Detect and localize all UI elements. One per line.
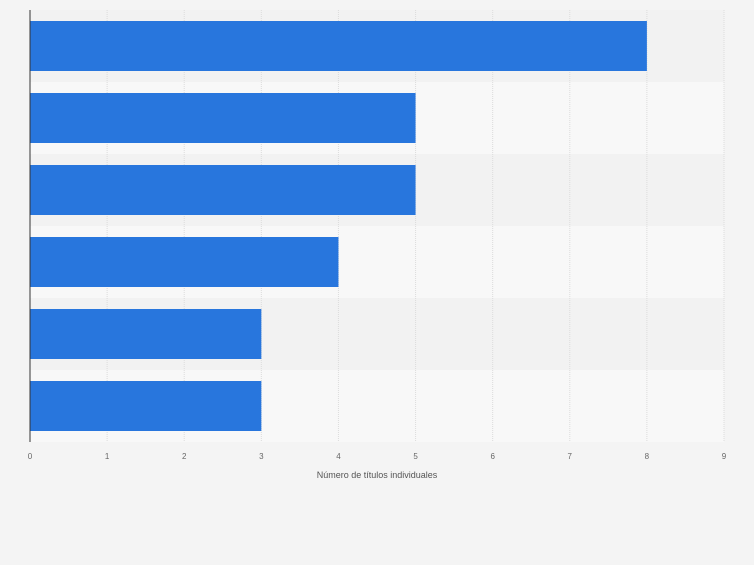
x-axis-title: Número de títulos individuales xyxy=(317,470,438,480)
x-tick-label: 4 xyxy=(336,452,341,461)
x-axis-ticks: 0 1 2 3 4 5 6 7 8 9 xyxy=(28,452,727,461)
bars xyxy=(30,21,647,431)
x-tick-label: 0 xyxy=(28,452,33,461)
bar xyxy=(30,309,262,359)
x-tick-label: 8 xyxy=(645,452,650,461)
x-tick-label: 5 xyxy=(413,452,418,461)
bar xyxy=(30,237,339,287)
x-tick-label: 3 xyxy=(259,452,264,461)
bar xyxy=(30,93,416,143)
x-tick-label: 9 xyxy=(722,452,727,461)
gridlines xyxy=(106,10,725,442)
x-tick-label: 7 xyxy=(568,452,573,461)
bar xyxy=(30,381,262,431)
x-tick-label: 1 xyxy=(105,452,110,461)
plot-bands xyxy=(30,10,724,442)
x-tick-label: 2 xyxy=(182,452,187,461)
bar xyxy=(30,21,647,71)
x-tick-label: 6 xyxy=(490,452,495,461)
bar xyxy=(30,165,416,215)
